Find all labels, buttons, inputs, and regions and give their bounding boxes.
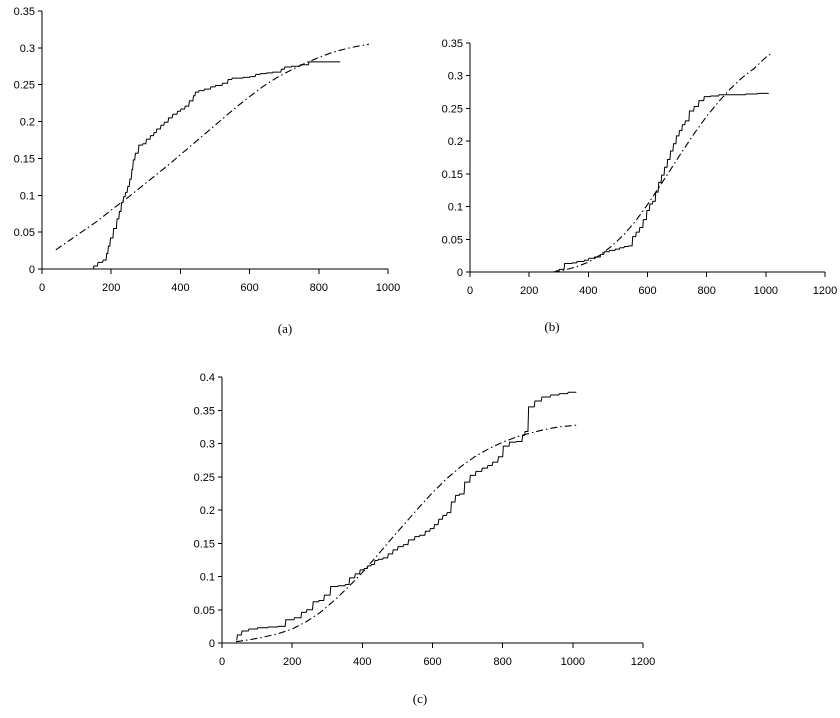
x-tick-label: 200 (102, 282, 120, 294)
x-tick-label: 600 (423, 656, 441, 668)
y-tick-label: 0.15 (14, 153, 35, 165)
y-tick-label: 0.05 (194, 605, 215, 617)
y-tick-label: 0.4 (200, 372, 215, 384)
y-tick-label: 0.1 (448, 202, 463, 214)
caption-b: (b) (544, 319, 560, 334)
x-tick-label: 400 (171, 282, 189, 294)
y-tick-label: 0.2 (20, 117, 35, 129)
x-tick-label: 400 (579, 285, 597, 297)
x-tick-label: 1000 (754, 285, 778, 297)
y-tick-label: 0 (29, 264, 35, 276)
x-tick-label: 200 (283, 656, 301, 668)
x-tick-label: 200 (520, 285, 538, 297)
x-tick-label: 0 (39, 282, 45, 294)
chart-panel-a: 0 0.05 0.1 0.15 0.2 0.25 0.3 0.35 0 200 400 600 800 1… (0, 0, 420, 300)
y-tick-label: 0.2 (448, 136, 463, 148)
y-tick-label: 0.2 (200, 505, 215, 517)
series-fitted-curve (55, 43, 370, 251)
caption-a: (a) (277, 321, 293, 336)
y-tick-label: 0.25 (194, 472, 215, 484)
y-tick-label: 0.35 (14, 6, 35, 18)
series-fitted-curve (235, 424, 579, 643)
y-tick-label: 0.1 (20, 190, 35, 202)
x-tick-label: 600 (638, 285, 656, 297)
y-tick-label: 0.35 (442, 38, 463, 50)
y-tick-label: 0.05 (442, 234, 463, 246)
caption-c: (c) (412, 691, 428, 706)
x-tick-label: 0 (219, 656, 225, 668)
y-tick-label: 0.25 (14, 80, 35, 92)
chart-panel-b: 0 0.05 0.1 0.15 0.2 0.25 0.3 0.35 0 200 400 600 800 1… (420, 0, 840, 300)
y-tick-label: 0.3 (20, 43, 35, 55)
x-tick-label: 600 (240, 282, 258, 294)
series-empirical-cdf (92, 61, 341, 270)
y-tick-label: 0 (209, 638, 215, 650)
x-tick-label: 1200 (813, 285, 837, 297)
y-tick-label: 0 (457, 267, 463, 279)
x-tick-label: 800 (310, 282, 328, 294)
y-tick-label: 0.15 (194, 538, 215, 550)
y-tick-label: 0.35 (194, 405, 215, 417)
y-tick-label: 0.05 (14, 227, 35, 239)
series-fitted-curve (552, 53, 771, 273)
x-tick-label: 800 (697, 285, 715, 297)
chart-a-svg: 0 0.05 0.1 0.15 0.2 0.25 0.3 0.35 0 200 400 600 800 1… (14, 6, 401, 294)
x-tick-label: 800 (493, 656, 511, 668)
series-empirical-cdf (236, 391, 577, 641)
chart-b-svg: 0 0.05 0.1 0.15 0.2 0.25 0.3 0.35 0 200 400 600 800 1… (442, 38, 838, 297)
series-empirical-cdf (481, 92, 769, 273)
x-tick-label: 1000 (376, 282, 400, 294)
x-tick-label: 0 (467, 285, 473, 297)
x-tick-label: 1000 (561, 656, 585, 668)
y-tick-label: 0.25 (442, 103, 463, 115)
chart-panel-c: 0 0.05 0.1 0.15 0.2 0.25 0.3 0.35 0.4 0 200 400 600 8… (180, 355, 660, 675)
x-tick-label: 400 (353, 656, 371, 668)
y-tick-label: 0.15 (442, 169, 463, 181)
x-tick-label: 1200 (631, 656, 655, 668)
y-tick-label: 0.3 (200, 439, 215, 451)
y-tick-label: 0.1 (200, 572, 215, 584)
chart-c-svg: 0 0.05 0.1 0.15 0.2 0.25 0.3 0.35 0.4 0 200 400 600 8… (194, 372, 656, 668)
y-tick-label: 0.3 (448, 71, 463, 83)
